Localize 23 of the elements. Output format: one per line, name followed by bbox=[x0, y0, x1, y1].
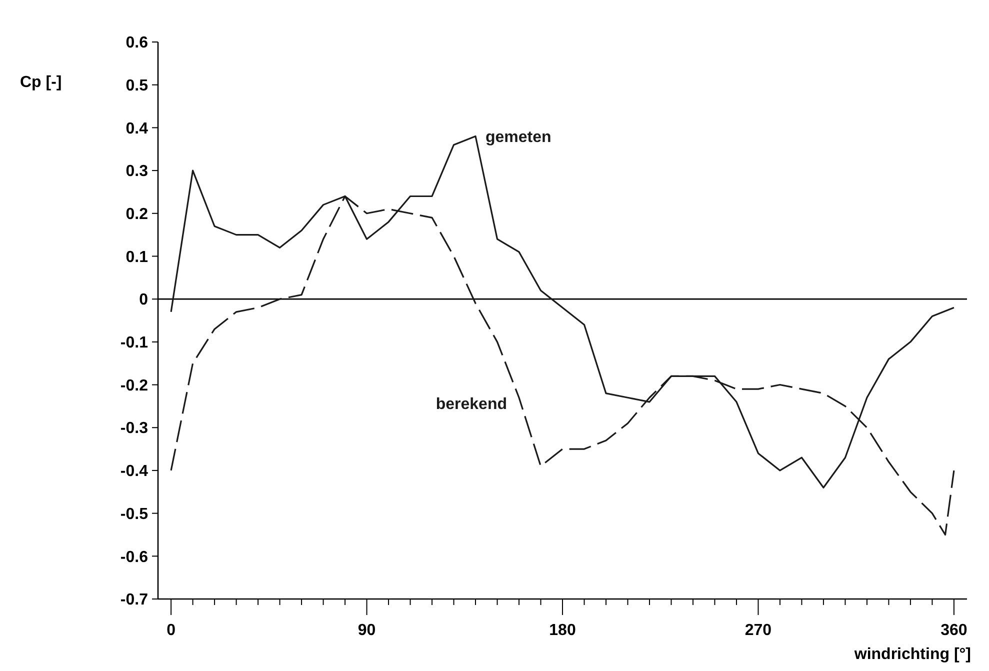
x-tick-label: 0 bbox=[166, 622, 176, 639]
y-axis-title: Cp [-] bbox=[20, 74, 62, 91]
series-label: gemeten bbox=[486, 128, 552, 146]
x-tick-label: 90 bbox=[358, 622, 376, 639]
y-tick-label: -0.3 bbox=[120, 420, 148, 438]
y-tick-label: 0.3 bbox=[126, 163, 148, 180]
y-tick-label: 0.1 bbox=[126, 248, 148, 266]
y-tick-label: 0 bbox=[139, 292, 148, 309]
y-tick-label: -0.2 bbox=[120, 377, 148, 394]
x-tick-label: 270 bbox=[744, 622, 772, 639]
y-tick-label: 0.6 bbox=[126, 34, 148, 52]
y-tick-label: 0.2 bbox=[126, 206, 148, 223]
x-tick-label: 360 bbox=[940, 622, 968, 639]
y-tick-label: -0.6 bbox=[120, 548, 148, 566]
y-tick-label: -0.7 bbox=[120, 592, 148, 609]
y-tick-label: 0.4 bbox=[126, 120, 148, 138]
y-tick-label: -0.1 bbox=[120, 334, 148, 352]
y-tick-label: -0.4 bbox=[120, 463, 148, 480]
series-label: berekend bbox=[436, 396, 508, 414]
y-tick-label: -0.5 bbox=[120, 506, 148, 523]
x-tick-label: 180 bbox=[549, 622, 576, 639]
x-axis-title: windrichting [°] bbox=[853, 646, 971, 663]
y-tick-label: 0.5 bbox=[126, 77, 148, 94]
